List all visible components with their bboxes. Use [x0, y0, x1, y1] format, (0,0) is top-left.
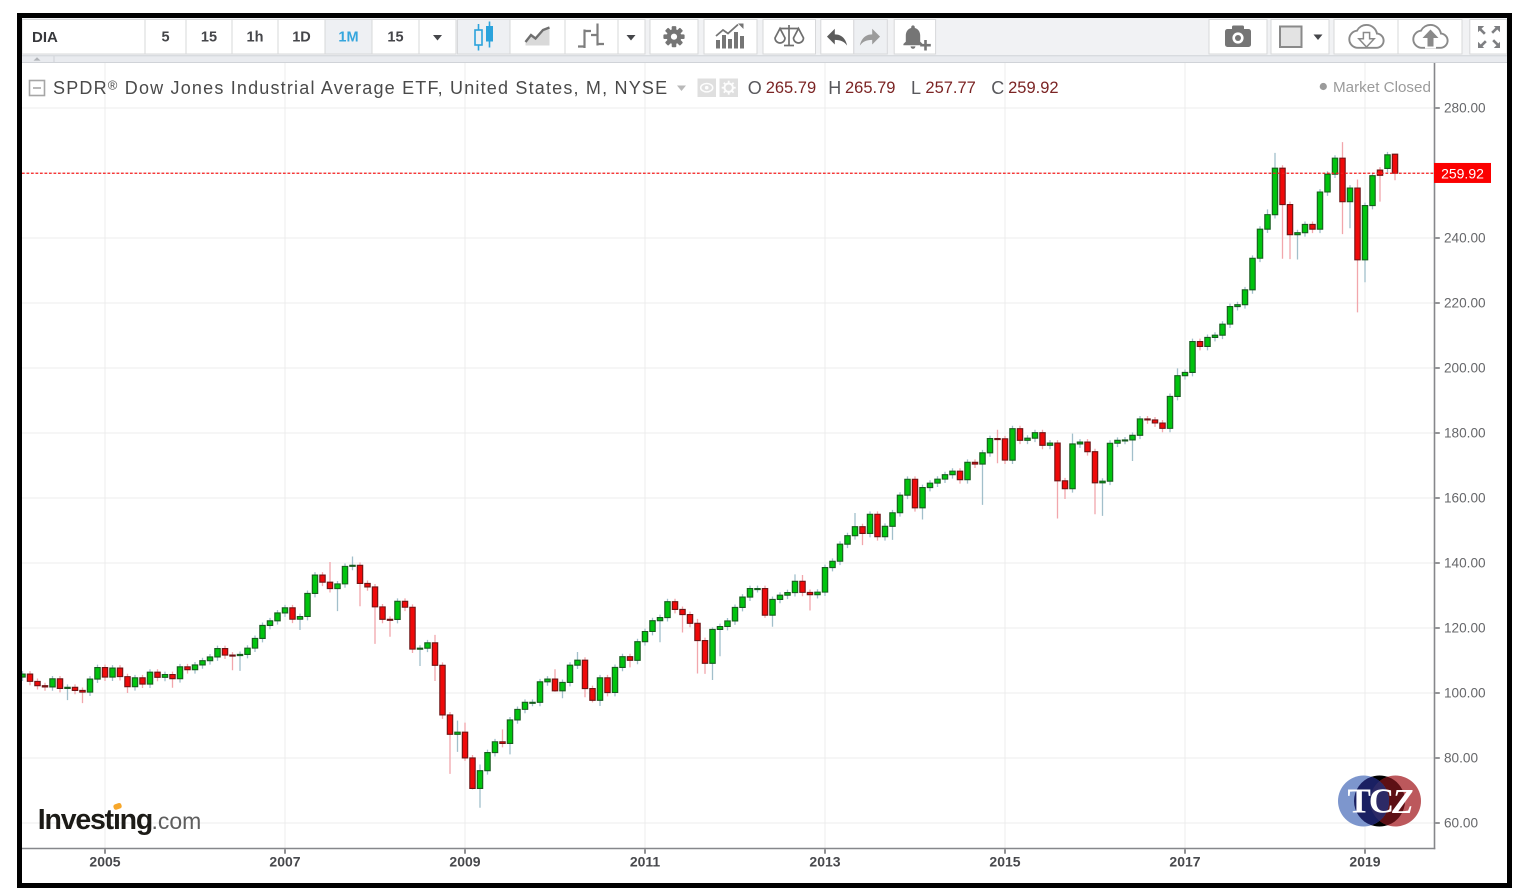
svg-text:259.92: 259.92	[1441, 166, 1484, 182]
svg-text:60.00: 60.00	[1444, 816, 1478, 831]
svg-text:Market Closed: Market Closed	[1333, 79, 1431, 96]
svg-text:1D: 1D	[292, 30, 311, 46]
svg-text:2005: 2005	[89, 854, 120, 870]
svg-text:Investıng: Investıng	[38, 804, 152, 836]
svg-text:TCZ: TCZ	[1347, 782, 1413, 821]
svg-text:L: L	[911, 78, 921, 98]
svg-text:O: O	[748, 78, 762, 98]
svg-text:2015: 2015	[989, 854, 1020, 870]
svg-text:5: 5	[161, 30, 169, 46]
svg-text:2007: 2007	[269, 854, 300, 870]
svg-text:220.00: 220.00	[1444, 296, 1486, 311]
svg-text:160.00: 160.00	[1444, 491, 1486, 506]
svg-text:15: 15	[201, 30, 217, 46]
svg-text:265.79: 265.79	[766, 79, 816, 97]
svg-text:180.00: 180.00	[1444, 426, 1486, 441]
svg-text:C: C	[991, 78, 1004, 98]
svg-text:200.00: 200.00	[1444, 361, 1486, 376]
svg-text:DIA: DIA	[32, 29, 58, 46]
svg-text:2013: 2013	[809, 854, 840, 870]
svg-text:280.00: 280.00	[1444, 101, 1486, 116]
svg-text:80.00: 80.00	[1444, 751, 1478, 766]
svg-text:SPDR® Dow Jones Industrial Ave: SPDR® Dow Jones Industrial Average ETF, …	[53, 77, 668, 98]
svg-text:240.00: 240.00	[1444, 231, 1486, 246]
svg-text:257.77: 257.77	[925, 79, 975, 97]
svg-text:1M: 1M	[338, 30, 358, 46]
svg-text:2017: 2017	[1169, 854, 1200, 870]
svg-text:259.92: 259.92	[1008, 79, 1058, 97]
svg-text:2019: 2019	[1349, 854, 1380, 870]
svg-text:2009: 2009	[449, 854, 480, 870]
svg-text:140.00: 140.00	[1444, 556, 1486, 571]
svg-text:1h: 1h	[247, 30, 264, 46]
svg-text:15: 15	[387, 30, 403, 46]
svg-text:100.00: 100.00	[1444, 686, 1486, 701]
svg-text:120.00: 120.00	[1444, 621, 1486, 636]
svg-text:2011: 2011	[630, 854, 661, 870]
svg-text:H: H	[828, 78, 841, 98]
svg-text:.com: .com	[152, 808, 202, 834]
svg-text:265.79: 265.79	[845, 79, 895, 97]
